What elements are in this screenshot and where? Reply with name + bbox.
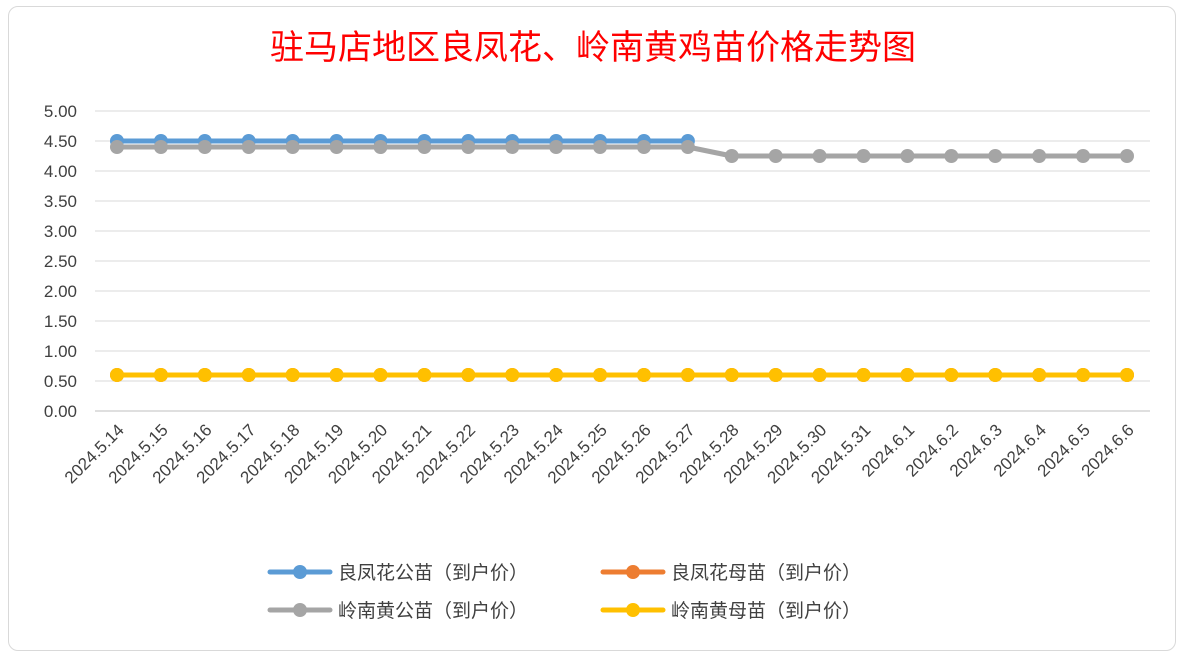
data-point — [856, 368, 871, 382]
data-point — [505, 140, 520, 154]
legend-label: 岭南黄母苗（到户价） — [671, 600, 861, 622]
x-axis-ticks: 2024.5.142024.5.152024.5.162024.5.172024… — [61, 420, 1138, 487]
legend: 良凤花公苗（到户价） 良凤花母苗（到户价） 岭南黄公苗（到户价） 岭南黄母苗（到户价） — [267, 562, 861, 622]
data-point — [988, 368, 1003, 382]
data-point — [593, 140, 608, 154]
data-point — [110, 368, 124, 382]
data-point — [856, 149, 871, 163]
legend-swatch-marker — [626, 603, 640, 617]
data-point — [461, 140, 476, 154]
data-point — [461, 368, 476, 382]
data-point — [549, 368, 564, 382]
legend-label: 良凤花公苗（到户价） — [338, 562, 528, 584]
y-tick-label: 2.50 — [44, 252, 77, 271]
data-point — [1120, 149, 1134, 163]
data-point — [768, 149, 783, 163]
data-point — [1032, 149, 1047, 163]
data-point — [153, 368, 168, 382]
data-point — [944, 149, 959, 163]
data-point — [768, 368, 783, 382]
data-point — [153, 140, 168, 154]
legend-item: 岭南黄公苗（到户价） — [267, 600, 528, 622]
data-point — [417, 368, 432, 382]
y-tick-label: 3.00 — [44, 222, 77, 241]
chart-title: 驻马店地区良凤花、岭南黄鸡苗价格走势图 — [270, 28, 916, 68]
data-point — [373, 140, 388, 154]
data-point — [1032, 368, 1047, 382]
data-point — [110, 140, 124, 154]
series-line — [114, 144, 1130, 159]
data-point — [329, 140, 344, 154]
y-tick-label: 0.50 — [44, 372, 77, 391]
legend-label: 良凤花母苗（到户价） — [671, 562, 861, 584]
data-point — [724, 149, 739, 163]
y-tick-label: 5.00 — [44, 102, 77, 121]
data-point — [197, 368, 212, 382]
y-tick-label: 1.50 — [44, 312, 77, 331]
data-point — [373, 368, 388, 382]
legend-label: 岭南黄公苗（到户价） — [338, 600, 528, 622]
data-point — [285, 368, 300, 382]
data-point — [1076, 149, 1091, 163]
data-point — [1120, 368, 1134, 382]
data-point — [197, 140, 212, 154]
data-point — [724, 368, 739, 382]
series-3 — [110, 368, 1134, 382]
data-point — [812, 149, 827, 163]
legend-item: 岭南黄母苗（到户价） — [600, 600, 861, 622]
data-point — [988, 149, 1003, 163]
data-point — [549, 140, 564, 154]
data-point — [593, 368, 608, 382]
chart-card — [8, 6, 1176, 651]
y-tick-label: 0.00 — [44, 402, 77, 421]
legend-swatch-marker — [293, 565, 307, 579]
legend-swatch-marker — [293, 603, 307, 617]
data-point — [417, 140, 432, 154]
y-tick-label: 1.00 — [44, 342, 77, 361]
data-point — [285, 140, 300, 154]
data-point — [944, 368, 959, 382]
data-point — [812, 368, 827, 382]
y-tick-label: 4.50 — [44, 132, 77, 151]
data-point — [680, 140, 695, 154]
data-point — [241, 368, 256, 382]
y-axis-ticks: 0.00 0.50 1.00 1.50 2.00 2.50 3.00 3.50 4.00 4.50… — [44, 102, 77, 421]
data-point — [1076, 368, 1091, 382]
data-point — [505, 368, 520, 382]
y-tick-label: 4.00 — [44, 162, 77, 181]
data-point — [241, 140, 256, 154]
data-point — [900, 368, 915, 382]
series-2 — [110, 140, 1134, 163]
data-point — [329, 368, 344, 382]
data-point — [900, 149, 915, 163]
series-lines — [110, 134, 1134, 382]
data-point — [680, 368, 695, 382]
y-tick-label: 3.50 — [44, 192, 77, 211]
data-point — [636, 368, 651, 382]
legend-item: 良凤花母苗（到户价） — [600, 562, 861, 584]
y-tick-label: 2.00 — [44, 282, 77, 301]
legend-item: 良凤花公苗（到户价） — [267, 562, 528, 584]
legend-swatch-marker — [626, 565, 640, 579]
data-point — [636, 140, 651, 154]
